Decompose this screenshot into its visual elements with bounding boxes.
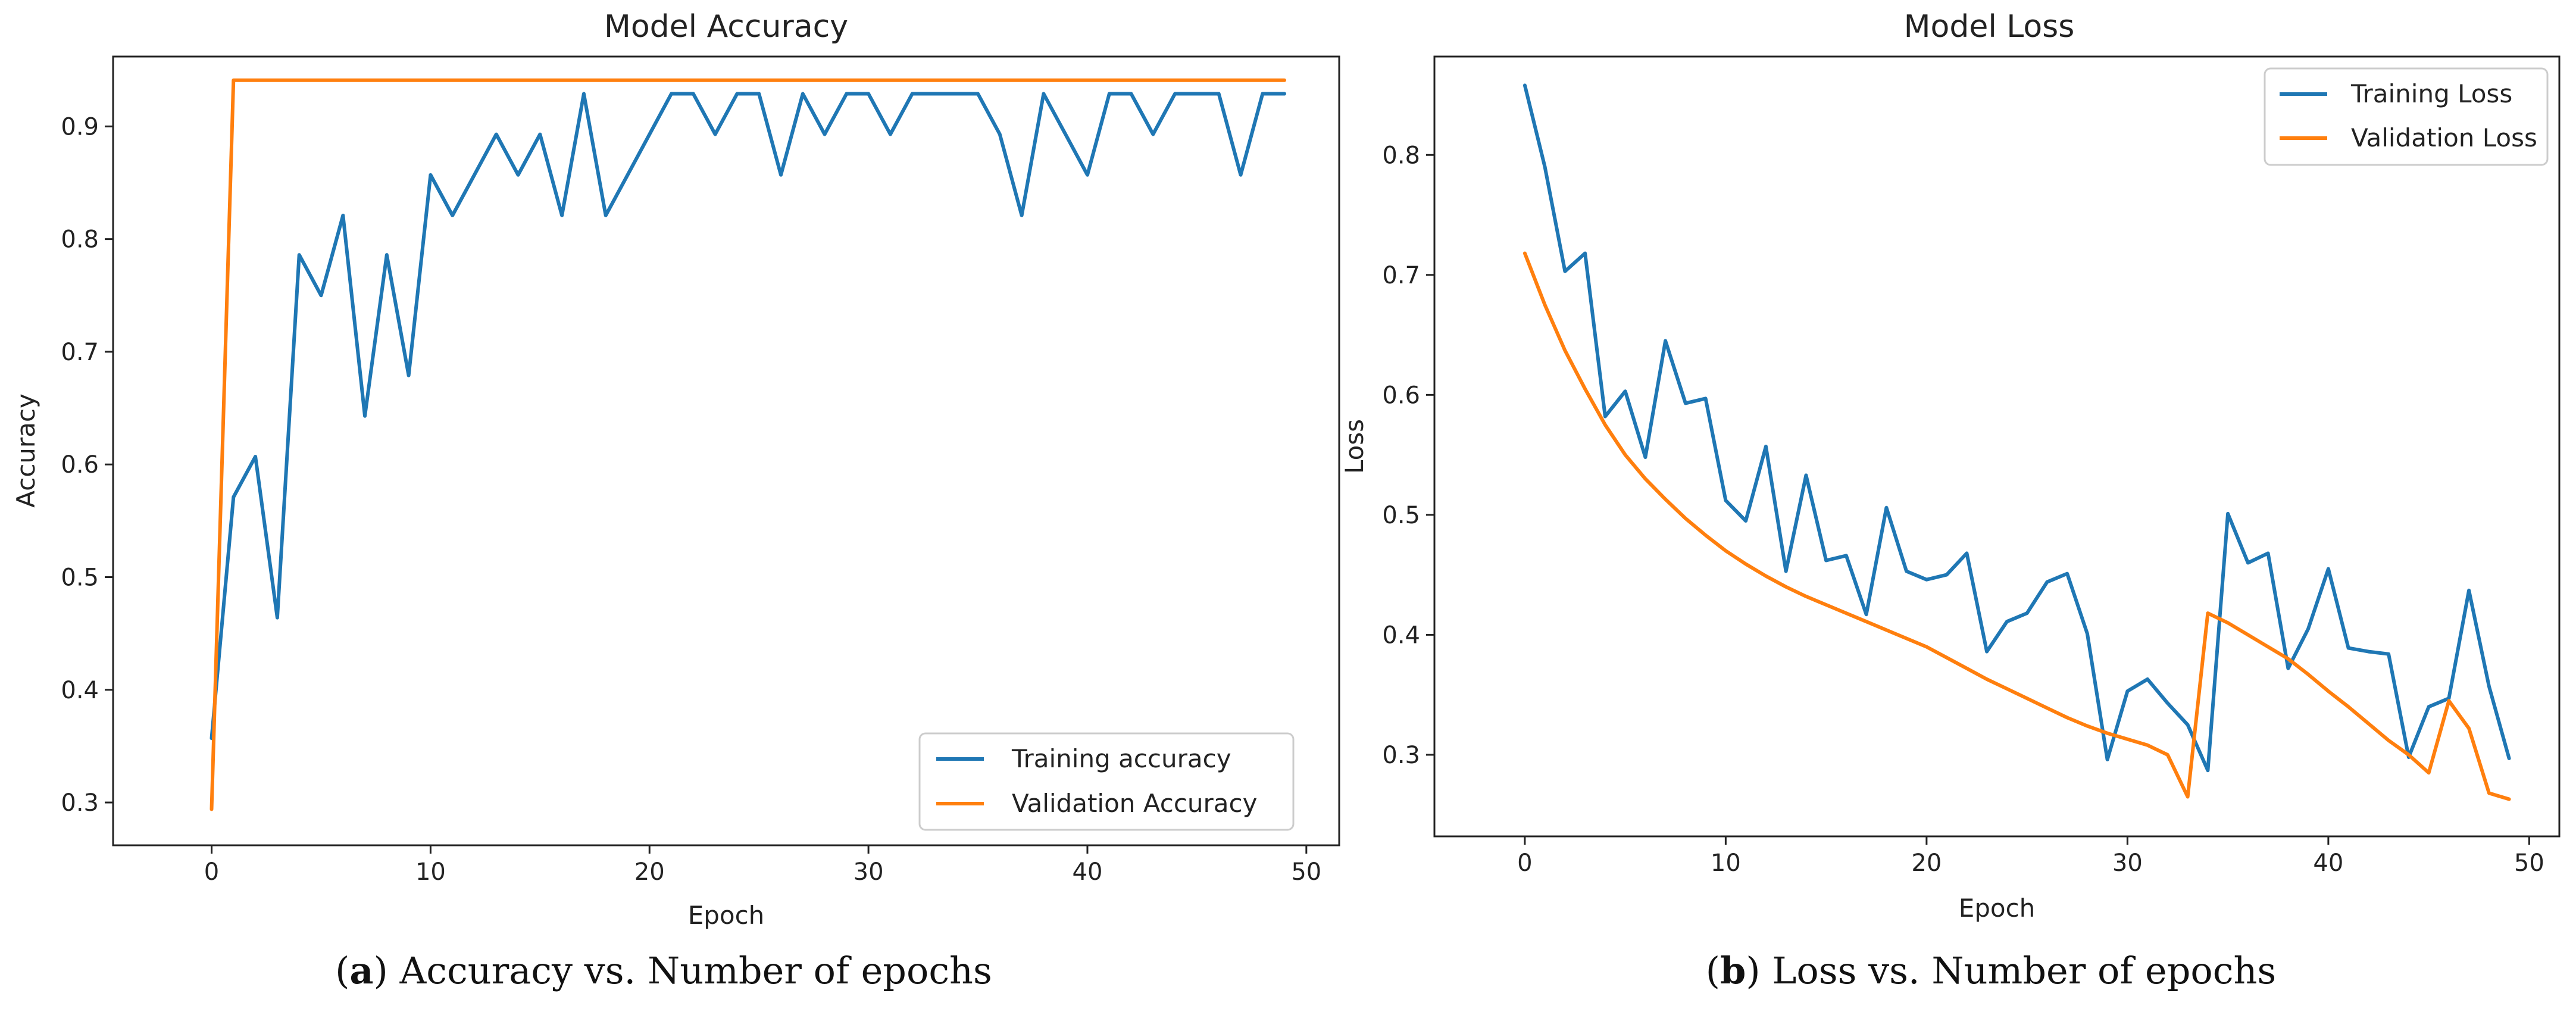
accuracy-y-tick-label-2: 0.5 — [61, 564, 99, 592]
loss-chart: Model Loss 0.3 0.4 0.5 0.6 0.7 0.8 0 10 20 30 40 5… — [1340, 9, 2561, 992]
loss-y-tick-label-3: 0.6 — [1382, 382, 1420, 409]
accuracy-y-tick-label-5: 0.8 — [61, 226, 99, 254]
accuracy-chart-title: Model Accuracy — [604, 9, 848, 45]
accuracy-y-axis-label: Accuracy — [11, 393, 40, 508]
loss-x-axis: 0 10 20 30 40 50 — [1517, 836, 2544, 877]
loss-caption-text: Loss vs. Number of epochs — [1772, 949, 2276, 992]
loss-series-group — [1523, 83, 2511, 801]
accuracy-x-axis: 0 10 20 30 40 50 — [204, 845, 1321, 886]
accuracy-plot-frame — [112, 55, 1340, 846]
accuracy-y-tick-label-1: 0.4 — [61, 677, 99, 704]
loss-y-axis: 0.3 0.4 0.5 0.6 0.7 0.8 — [1382, 142, 1434, 769]
loss-x-axis-label: Epoch — [1959, 894, 2036, 923]
accuracy-x-axis-label: Epoch — [688, 901, 765, 930]
accuracy-x-tick-label-1: 10 — [415, 858, 446, 886]
loss-legend: Training Loss Validation Loss — [2264, 67, 2549, 166]
accuracy-y-tick-label-0: 0.3 — [61, 789, 99, 817]
loss-legend-box — [2264, 67, 2549, 166]
loss-legend-label-training: Training Loss — [2350, 79, 2512, 108]
loss-y-tick-label-4: 0.7 — [1382, 262, 1420, 289]
accuracy-caption-text: Accuracy vs. Number of epochs — [399, 949, 992, 992]
accuracy-x-tick-label-5: 50 — [1291, 858, 1321, 886]
accuracy-y-tick-label-6: 0.9 — [61, 113, 99, 140]
accuracy-y-tick-label-4: 0.7 — [61, 339, 99, 366]
loss-chart-title: Model Loss — [1904, 9, 2075, 45]
accuracy-legend-box — [918, 732, 1295, 831]
loss-x-tick-label-0: 0 — [1517, 849, 1532, 877]
loss-plot-frame — [1433, 55, 2561, 838]
loss-y-tick-label-2: 0.5 — [1382, 502, 1420, 529]
accuracy-y-tick-label-3: 0.6 — [61, 451, 99, 479]
accuracy-x-tick-label-4: 40 — [1073, 858, 1103, 886]
loss-series-line-validation — [1523, 251, 2511, 801]
accuracy-series-line-validation — [210, 78, 1286, 811]
loss-y-tick-label-5: 0.8 — [1382, 142, 1420, 169]
accuracy-series-group — [210, 78, 1286, 811]
accuracy-x-tick-label-0: 0 — [204, 858, 219, 886]
accuracy-caption-letter: a — [349, 949, 373, 992]
loss-caption: (b) Loss vs. Number of epochs — [1706, 949, 2276, 992]
loss-caption-letter: b — [1720, 949, 1746, 992]
loss-x-tick-label-2: 20 — [1911, 849, 1942, 877]
loss-x-tick-label-4: 40 — [2313, 849, 2343, 877]
loss-x-tick-label-3: 30 — [2112, 849, 2143, 877]
accuracy-legend-label-training: Training accuracy — [1011, 744, 1231, 773]
loss-y-axis-label: Loss — [1340, 419, 1369, 474]
loss-x-tick-label-1: 10 — [1711, 849, 1741, 877]
loss-y-tick-label-0: 0.3 — [1382, 742, 1420, 769]
loss-legend-label-validation: Validation Loss — [2351, 123, 2537, 152]
accuracy-x-tick-label-3: 30 — [854, 858, 884, 886]
accuracy-legend-label-validation: Validation Accuracy — [1012, 789, 1258, 818]
accuracy-series-line-training — [210, 92, 1286, 741]
loss-x-tick-label-5: 50 — [2514, 849, 2544, 877]
accuracy-x-tick-label-2: 20 — [634, 858, 665, 886]
accuracy-y-axis: 0.3 0.4 0.5 0.6 0.7 0.8 0.9 — [61, 113, 113, 817]
loss-y-tick-label-1: 0.4 — [1382, 621, 1420, 649]
accuracy-caption: (a) Accuracy vs. Number of epochs — [335, 949, 992, 992]
loss-series-line-training — [1523, 83, 2511, 773]
accuracy-chart: Model Accuracy 0.3 0.4 0.5 0.6 0.7 0.8 0.9 0 10… — [11, 9, 1340, 992]
accuracy-legend: Training accuracy Validation Accuracy — [918, 732, 1295, 831]
